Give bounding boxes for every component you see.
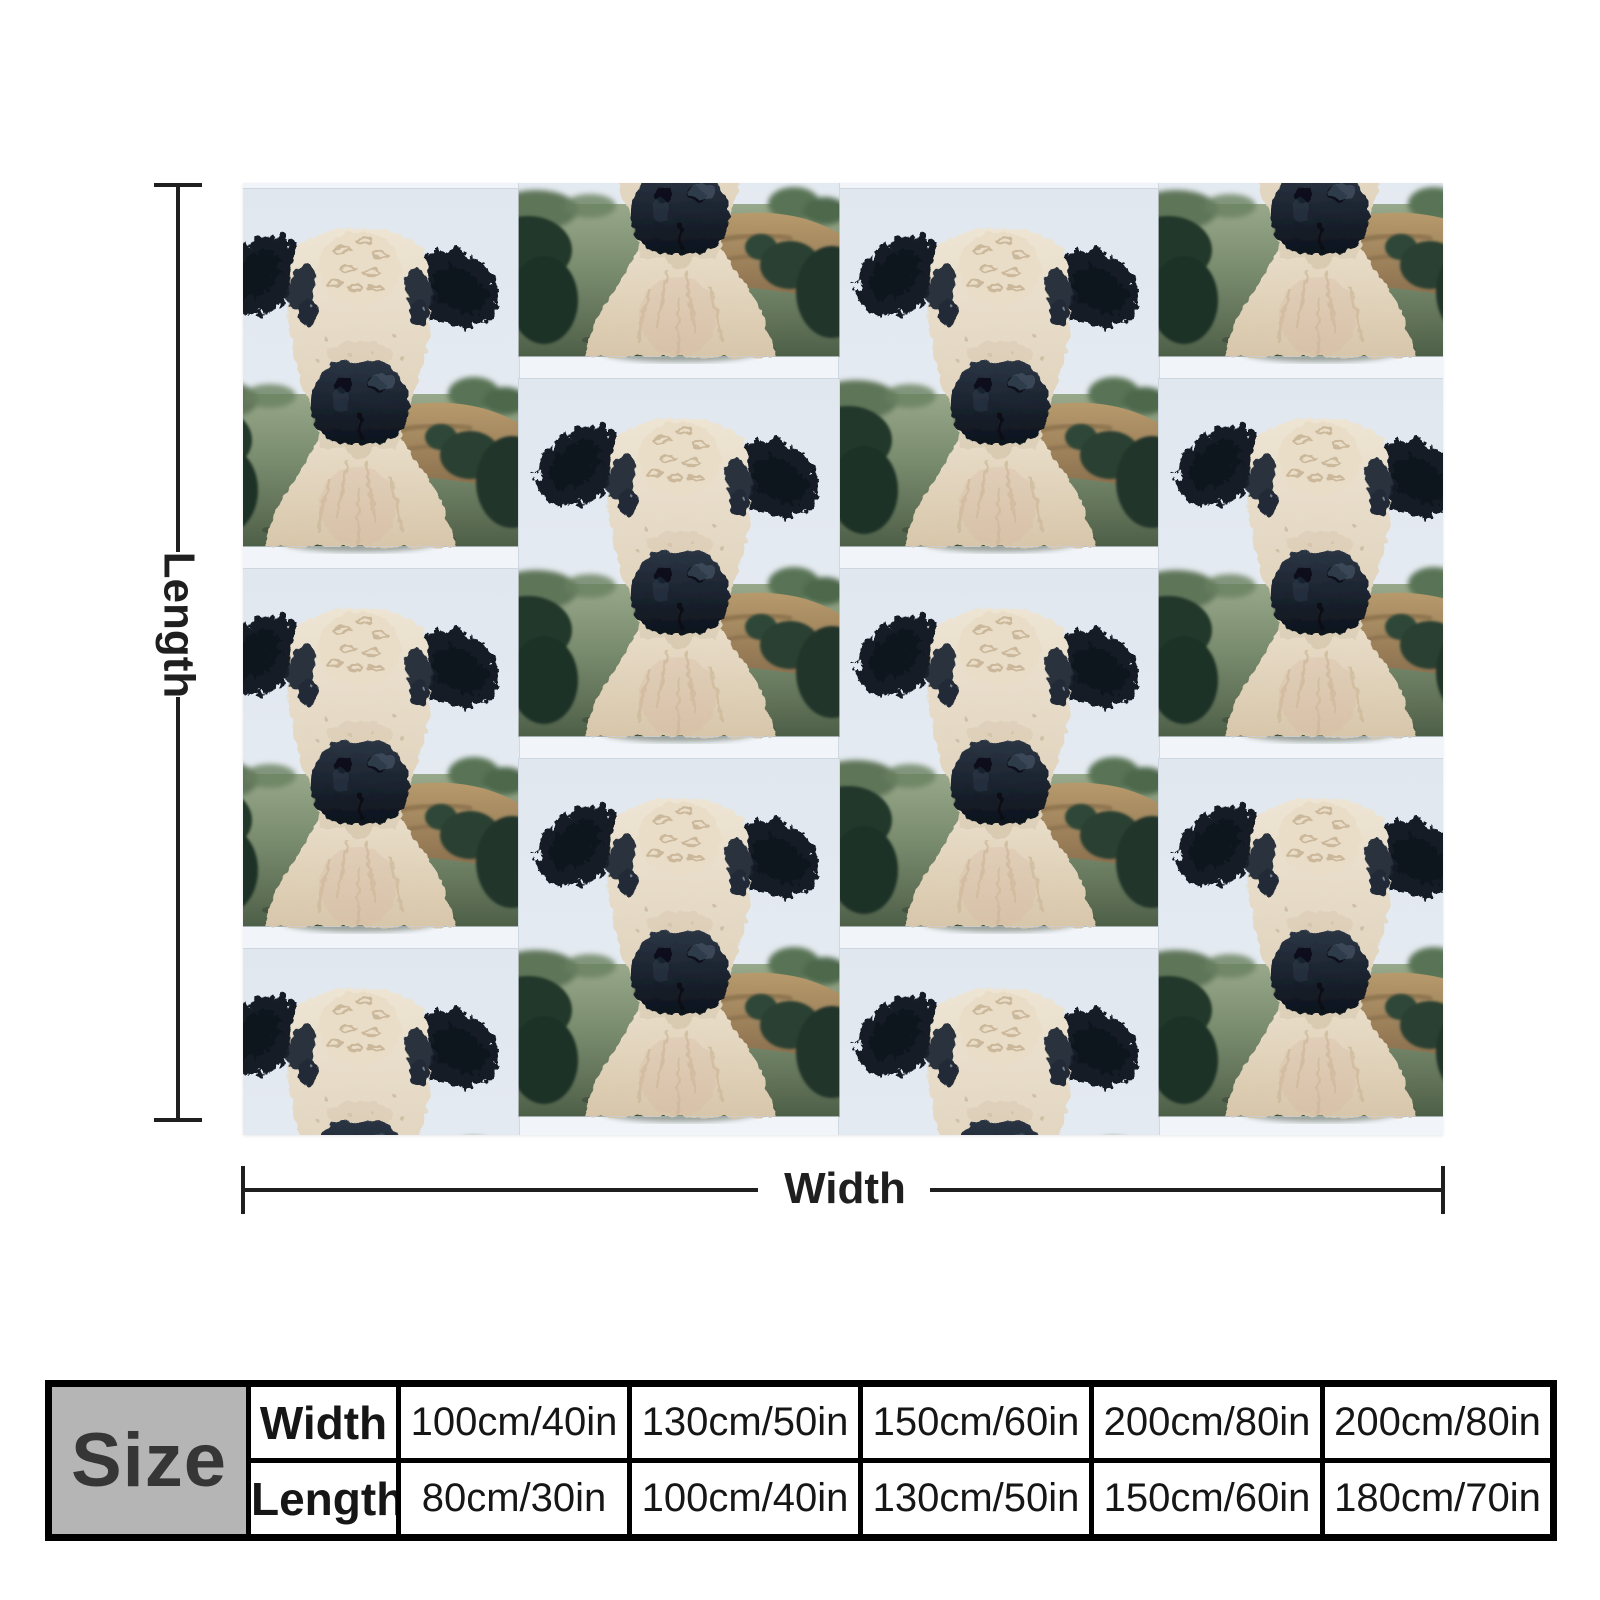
length-label: Length	[154, 551, 204, 698]
cow-tile	[804, 568, 1188, 932]
length-line-lower	[176, 697, 180, 1120]
size-chart-length-value-4: 150cm/60in	[1089, 1458, 1325, 1540]
size-chart-length-value-2: 100cm/40in	[627, 1458, 863, 1540]
size-chart-width-value-2: 130cm/50in	[627, 1381, 863, 1463]
size-chart-row-label-width: Width	[246, 1381, 401, 1463]
size-chart-length-value-1: 80cm/30in	[396, 1458, 632, 1540]
size-chart-length-value-3: 130cm/50in	[858, 1458, 1094, 1540]
size-chart-width-value-4: 200cm/80in	[1089, 1381, 1325, 1463]
cow-tile	[484, 378, 868, 742]
cow-tile	[243, 948, 548, 1135]
cow-tile	[484, 758, 868, 1122]
size-chart-width-value-5: 200cm/80in	[1320, 1381, 1556, 1463]
cow-tile	[1124, 758, 1443, 1122]
width-label: Width	[784, 1164, 906, 1213]
size-chart-width-value-1: 100cm/40in	[396, 1381, 632, 1463]
size-chart-width-value-3: 150cm/60in	[858, 1381, 1094, 1463]
cow-tile	[804, 188, 1188, 552]
size-chart-corner-cell: Size	[46, 1381, 251, 1540]
cow-tile	[1124, 378, 1443, 742]
size-chart-row-label-length: Length	[246, 1458, 401, 1540]
width-line-left	[243, 1188, 758, 1192]
width-right-tick	[1441, 1166, 1445, 1214]
cow-tile	[1124, 183, 1443, 362]
length-line-upper	[176, 185, 180, 552]
cow-tile	[243, 188, 548, 552]
cow-tile	[243, 568, 548, 932]
length-bottom-tick	[154, 1118, 202, 1122]
width-line-right	[930, 1188, 1443, 1192]
cow-tile	[804, 948, 1188, 1135]
size-chart-table: Size Width 100cm/40in 130cm/50in 150cm/6…	[45, 1380, 1557, 1541]
size-chart-length-value-5: 180cm/70in	[1320, 1458, 1556, 1540]
cow-tile	[484, 183, 868, 362]
blanket-pattern-svg	[243, 183, 1443, 1135]
blanket-preview	[243, 183, 1443, 1135]
